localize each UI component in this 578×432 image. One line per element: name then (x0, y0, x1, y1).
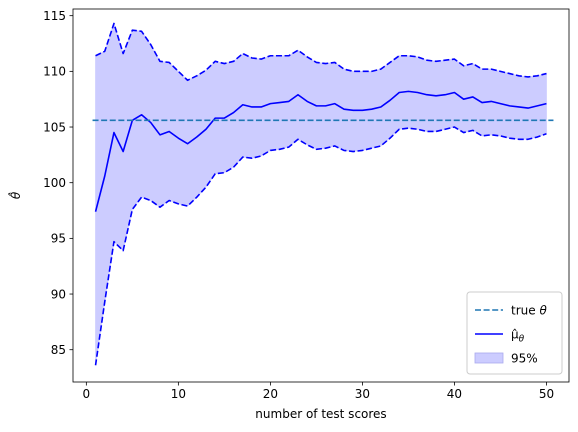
legend-entry-label: μ̂θ (511, 327, 525, 344)
lower-bound-line (94, 126, 547, 366)
x-tick-label: 0 (83, 387, 91, 401)
x-tick-label: 20 (263, 387, 278, 401)
x-tick-label: 10 (171, 387, 186, 401)
x-axis-label: number of test scores (255, 407, 386, 421)
series-lines-layer (92, 22, 554, 366)
y-axis: 85 90 95 100 105 110 115 (43, 9, 73, 357)
legend-entry-label: 95% (511, 351, 538, 365)
x-tick-label: 50 (539, 387, 554, 401)
legend-entry-label: true θ (511, 303, 547, 317)
legend-label-subscript: θ (519, 334, 525, 344)
plot-area (72, 8, 570, 383)
y-tick-label: 90 (51, 287, 66, 301)
upper-bound-line (95, 22, 547, 82)
mean-estimate-line (94, 90, 547, 212)
legend-label-main: 95% (511, 351, 538, 365)
y-tick-label: 105 (43, 120, 66, 134)
x-tick-label: 40 (447, 387, 462, 401)
plot-frame (72, 8, 570, 383)
legend-label-main: true (511, 303, 539, 317)
y-axis-label: θ̂ (7, 191, 23, 199)
y-tick-label: 115 (43, 9, 66, 23)
y-tick-label: 110 (43, 65, 66, 79)
y-tick-label: 100 (43, 176, 66, 190)
x-tick-label: 30 (355, 387, 370, 401)
y-tick-label: 95 (51, 232, 66, 246)
legend-label-italic: θ (539, 303, 547, 317)
legend: true θμ̂θ95% (466, 291, 563, 375)
legend-label-main: μ̂ (511, 327, 519, 341)
x-axis: 0 10 20 30 40 50 (83, 382, 554, 401)
y-tick-label: 85 (51, 343, 66, 357)
legend-band-swatch (474, 352, 504, 364)
